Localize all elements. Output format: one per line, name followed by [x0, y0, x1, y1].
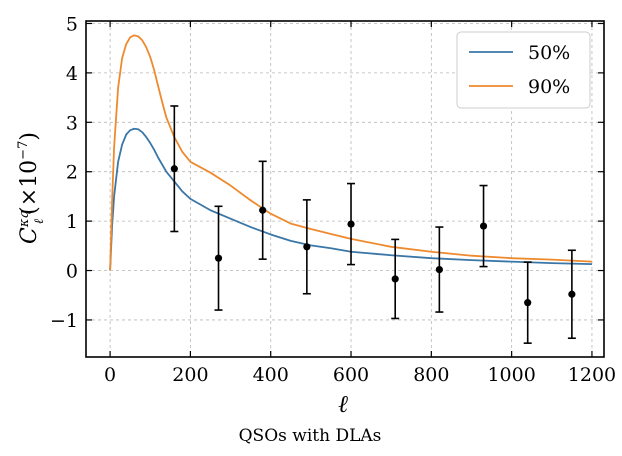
y-tick-label: 1: [66, 211, 78, 233]
y-label-close: ): [17, 132, 42, 141]
y-tick-label: 2: [66, 162, 78, 184]
error-bars: [170, 105, 576, 344]
x-tick-label: 200: [172, 364, 208, 386]
axis-ticks: 0 200 400 600 800 1000 1200 −1 0 1 2 3 4 5: [50, 13, 616, 386]
x-tick-label: 800: [413, 364, 449, 386]
legend: 50% 90%: [456, 31, 591, 109]
x-axis-label: ℓ: [338, 390, 348, 418]
y-tick-label: −1: [50, 310, 78, 332]
data-point: [303, 243, 311, 251]
y-tick-label: 4: [66, 63, 78, 85]
x-tick-label: 600: [333, 364, 369, 386]
y-tick-label: 5: [66, 13, 78, 35]
y-label-exponent: −7: [16, 141, 31, 160]
y-axis-label: Cκqℓ (×10−7): [16, 132, 47, 244]
data-point: [391, 275, 399, 283]
y-label-scale: (×10: [17, 160, 42, 215]
y-label-subscript: ℓ: [32, 218, 47, 224]
x-tick-label: 400: [253, 364, 289, 386]
series-line-50: [109, 127, 592, 271]
data-point: [259, 206, 267, 214]
y-label-superscript: κq: [17, 210, 32, 228]
x-tick-label: 1000: [487, 364, 535, 386]
plot-frame: [85, 20, 605, 358]
data-point: [214, 254, 223, 262]
grid: [86, 21, 604, 357]
x-tick-label: 0: [104, 364, 116, 386]
legend-label-50: 50%: [528, 42, 570, 64]
legend-label-90: 90%: [528, 76, 570, 98]
data-point: [524, 299, 532, 307]
x-tick-label: 1200: [568, 364, 616, 386]
y-label-symbol: C: [17, 227, 42, 244]
y-tick-label: 0: [66, 261, 78, 283]
y-tick-label: 3: [66, 112, 78, 134]
data-point: [170, 165, 178, 173]
data-point: [479, 222, 488, 230]
data-point: [435, 265, 443, 274]
data-point: [347, 220, 355, 228]
chart-caption: QSOs with DLAs: [239, 426, 382, 446]
data-point: [568, 290, 576, 298]
